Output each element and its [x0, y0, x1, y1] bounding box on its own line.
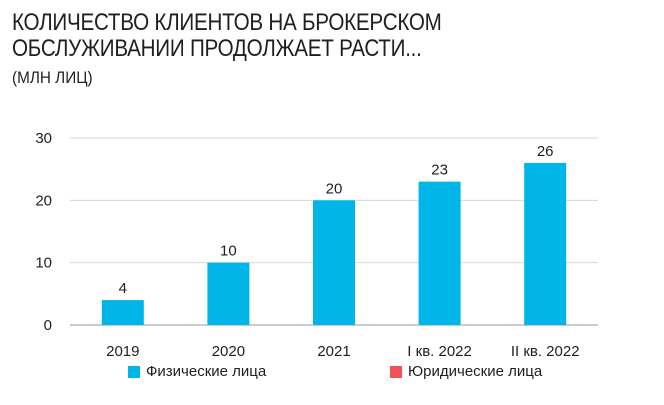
bar-value-label: 10 [220, 243, 237, 260]
y-tick-label: 0 [44, 317, 52, 334]
chart-subtitle: (МЛН ЛИЦ) [12, 68, 93, 87]
bar [207, 262, 250, 325]
chart-legend: Физические лица Юридические лица [0, 363, 664, 387]
x-tick-label: I кв. 2022 [407, 343, 472, 360]
x-tick-label: 2020 [212, 343, 245, 360]
bar [101, 300, 144, 325]
legend-item-individuals: Физические лица [128, 363, 266, 380]
legend-label-individuals: Физические лица [146, 363, 267, 380]
bar [313, 200, 355, 325]
legend-swatch-legal-entities [390, 365, 402, 378]
bar-value-label: 20 [326, 180, 343, 197]
x-tick-label: II кв. 2022 [511, 343, 580, 360]
bar-value-label: 23 [431, 162, 448, 179]
bar-value-label: 4 [119, 280, 127, 297]
y-tick-label: 20 [35, 192, 52, 209]
legend-item-legal-entities: Юридические лица [390, 363, 542, 380]
y-tick-label: 30 [35, 130, 52, 147]
legend-swatch-individuals [128, 365, 140, 378]
legend-label-legal-entities: Юридические лица [408, 363, 543, 380]
x-tick-label: 2021 [317, 343, 350, 360]
bar-value-label: 26 [537, 143, 554, 160]
chart-title: КОЛИЧЕСТВО КЛИЕНТОВ НА БРОКЕРСКОМ ОБСЛУЖ… [12, 9, 442, 62]
bar [524, 162, 567, 325]
x-tick-label: 2019 [106, 343, 139, 360]
bar [418, 181, 461, 325]
y-tick-label: 10 [35, 255, 52, 272]
